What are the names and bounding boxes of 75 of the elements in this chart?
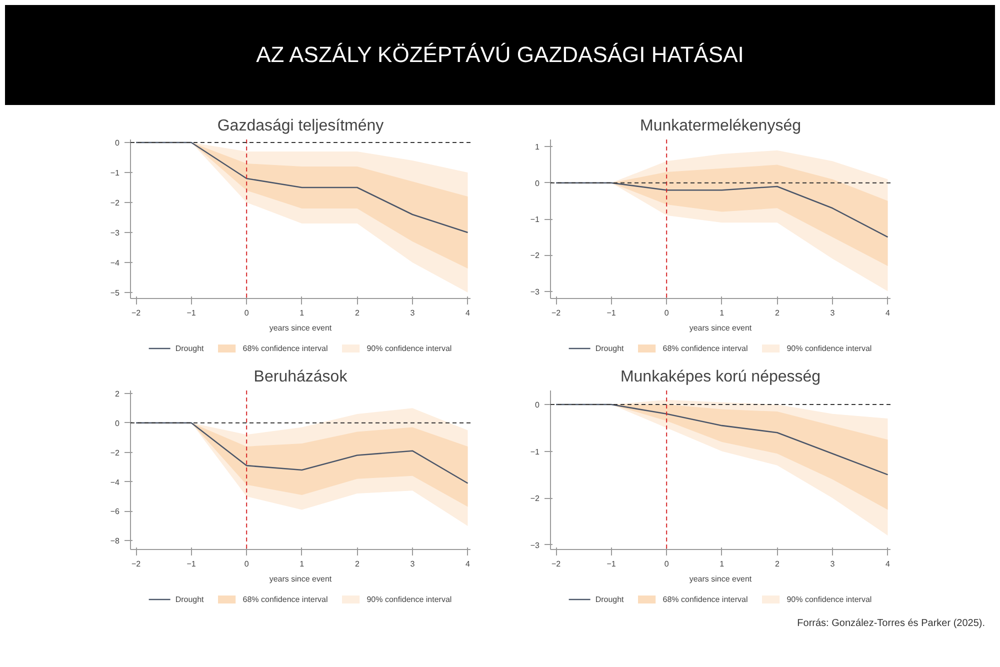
- legend-label: 68% confidence interval: [662, 594, 748, 604]
- x-tick-label: −2: [551, 560, 562, 568]
- x-tick-label: 0: [244, 308, 250, 318]
- y-tick-label: −2: [110, 198, 120, 208]
- legend-label: Drought: [595, 344, 624, 352]
- x-tick-label: 4: [466, 560, 471, 568]
- legend-label: 68% confidence interval: [662, 344, 748, 352]
- x-tick-label: 3: [410, 560, 416, 568]
- chart-title: Munkaképes korú népesség: [620, 368, 821, 386]
- legend-label: 90% confidence interval: [786, 344, 872, 352]
- y-tick-label: −5: [110, 288, 120, 298]
- y-tick-label: −4: [110, 478, 120, 487]
- x-tick-label: 1: [720, 560, 725, 568]
- x-tick-label: 4: [886, 560, 891, 568]
- chart-title: Beruházások: [254, 368, 348, 386]
- x-tick-label: 2: [774, 560, 780, 568]
- text: AZ ASZÁLY KÖZÉPTÁVÚ GAZDASÁGI HATÁSAI: [256, 41, 744, 69]
- x-axis-title: years since event: [269, 574, 332, 584]
- line-series: [135, 142, 468, 234]
- x-tick-label: 0: [664, 308, 670, 318]
- chart-title: Gazdasági teljesítmény: [217, 118, 384, 134]
- x-tick-label: −1: [606, 560, 616, 568]
- y-tick-label: −3: [530, 540, 540, 550]
- y-tick-label: 0: [115, 418, 120, 428]
- legend-label: Drought: [175, 594, 204, 604]
- y-tick-label: −6: [110, 507, 120, 516]
- y-tick-label: −2: [530, 251, 540, 260]
- x-tick-label: −1: [186, 560, 196, 568]
- y-tick-label: 1: [535, 142, 540, 152]
- x-tick-label: 1: [720, 308, 725, 318]
- x-tick-label: 1: [300, 308, 305, 318]
- y-tick-label: −1: [530, 215, 540, 224]
- y-tick-label: −4: [110, 258, 120, 268]
- y-tick-label: 2: [115, 389, 120, 398]
- y-tick-label: −2: [530, 494, 540, 504]
- y-tick-label: −2: [110, 448, 120, 458]
- legend-label: Drought: [175, 344, 204, 352]
- x-tick-label: 3: [830, 560, 836, 568]
- text: Forrás: González-Torres és Parker (2025).: [797, 617, 985, 631]
- line-series: [555, 182, 888, 238]
- legend-label: 68% confidence interval: [242, 344, 328, 352]
- y-tick-label: −3: [110, 228, 120, 238]
- x-tick-label: −2: [131, 560, 142, 568]
- legend-label: 68% confidence interval: [242, 594, 328, 604]
- y-tick-label: −3: [530, 287, 540, 296]
- legend-label: Drought: [595, 594, 624, 604]
- y-tick-label: −8: [110, 536, 120, 546]
- x-axis-title: years since event: [689, 324, 752, 332]
- y-tick-label: 0: [115, 138, 120, 148]
- x-tick-label: −1: [606, 308, 616, 318]
- y-tick-label: −1: [110, 168, 120, 178]
- y-tick-label: 0: [535, 400, 540, 410]
- x-tick-label: 2: [774, 308, 780, 318]
- legend-label: 90% confidence interval: [786, 594, 872, 604]
- x-axis-title: years since event: [269, 324, 332, 332]
- legend-label: 90% confidence interval: [366, 594, 452, 604]
- x-tick-label: 1: [300, 560, 305, 568]
- x-tick-label: 2: [354, 308, 360, 318]
- x-axis-title: years since event: [689, 574, 752, 584]
- legend-label: 90% confidence interval: [366, 344, 452, 352]
- line-series: [135, 422, 468, 484]
- x-tick-label: 3: [830, 308, 836, 318]
- x-tick-label: 3: [410, 308, 416, 318]
- x-tick-label: 4: [886, 308, 891, 318]
- x-tick-label: 0: [244, 560, 250, 568]
- x-tick-label: 2: [354, 560, 360, 568]
- x-tick-label: −2: [131, 308, 142, 318]
- x-tick-label: 0: [664, 560, 670, 568]
- chart-title: Munkatermelékenység: [640, 118, 801, 134]
- line-series: [555, 404, 888, 476]
- x-tick-label: −2: [551, 308, 562, 318]
- x-tick-label: −1: [186, 308, 196, 318]
- x-tick-label: 4: [466, 308, 471, 318]
- y-tick-label: 0: [535, 178, 540, 188]
- y-tick-label: −1: [530, 447, 540, 456]
